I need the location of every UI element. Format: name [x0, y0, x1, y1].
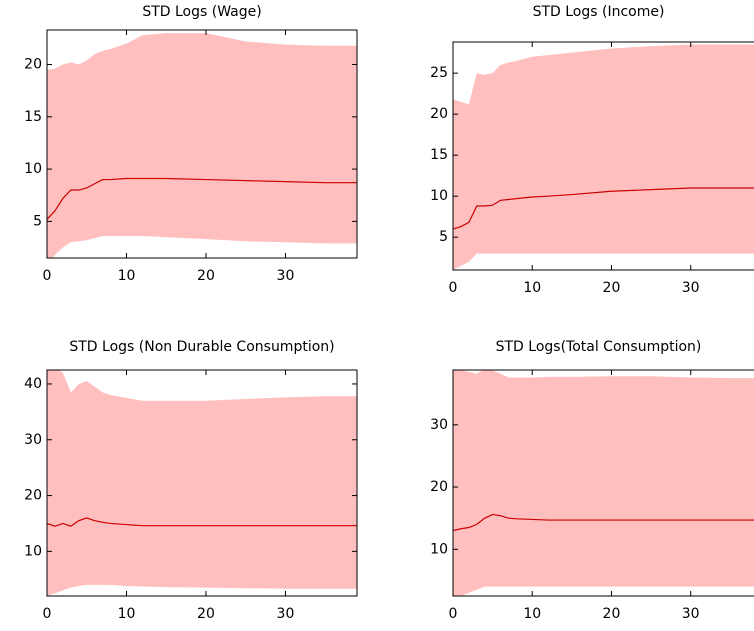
x-tick-label: 30	[682, 280, 700, 296]
confidence-band	[453, 370, 754, 596]
subplot: STD Logs (Wage) 5 10 15 20 0 10 20 30	[24, 4, 358, 284]
plot-area	[453, 44, 754, 270]
y-tick-label: 25	[430, 65, 448, 81]
x-tick-label: 10	[523, 606, 541, 622]
confidence-band	[453, 44, 754, 270]
x-tick-label: 20	[197, 606, 215, 622]
x-tick-label: 10	[118, 606, 136, 622]
y-tick-label: 30	[24, 432, 42, 448]
y-tick-label: 40	[24, 376, 42, 392]
x-tick-label: 10	[523, 280, 541, 296]
subplot: STD Logs (Income) 5 10 15 20 25 0 10 20 30	[430, 4, 754, 296]
x-tick-label: 0	[43, 268, 52, 284]
x-tick-label: 0	[449, 280, 458, 296]
median-line	[453, 513, 754, 532]
confidence-band	[47, 370, 357, 596]
x-tick-label: 0	[43, 606, 52, 622]
y-tick-label: 20	[430, 479, 448, 495]
y-tick-label: 20	[430, 106, 448, 122]
plot-area	[453, 370, 754, 596]
y-tick-label: 30	[430, 417, 448, 433]
y-tick-label: 15	[430, 147, 448, 163]
plot-area	[47, 370, 357, 596]
y-tick-label: 5	[33, 213, 42, 229]
x-tick-label: 30	[277, 606, 295, 622]
axes-frame	[46, 29, 358, 259]
plot-area	[47, 33, 357, 258]
y-tick-label: 20	[24, 57, 42, 73]
x-tick-label: 0	[449, 606, 458, 622]
axes-frame	[452, 369, 754, 597]
y-tick-label: 10	[430, 188, 448, 204]
axes-frame	[452, 41, 754, 271]
subplot-title: STD Logs (Income)	[533, 4, 665, 20]
y-tick-label: 10	[24, 161, 42, 177]
subplot: STD Logs (Non Durable Consumption) 10 20 30…	[24, 339, 358, 622]
median-line	[47, 177, 357, 220]
x-tick-label: 20	[603, 606, 621, 622]
x-tick-label: 10	[118, 268, 136, 284]
x-tick-label: 30	[277, 268, 295, 284]
y-tick-label: 5	[439, 229, 448, 245]
x-tick-label: 30	[682, 606, 700, 622]
subplot-title: STD Logs (Non Durable Consumption)	[69, 339, 334, 355]
x-tick-label: 20	[603, 280, 621, 296]
median-line	[453, 187, 754, 230]
y-tick-label: 20	[24, 488, 42, 504]
median-line	[47, 517, 357, 527]
x-tick-label: 20	[197, 268, 215, 284]
y-tick-label: 10	[430, 541, 448, 557]
y-tick-label: 15	[24, 109, 42, 125]
subplot: STD Logs(Total Consumption) 10 20 30 0 10 20 30	[430, 339, 754, 622]
subplot-title: STD Logs (Wage)	[142, 4, 261, 20]
confidence-band	[47, 33, 357, 258]
y-tick-label: 10	[24, 543, 42, 559]
subplot-title: STD Logs(Total Consumption)	[496, 339, 702, 355]
axes-frame	[46, 369, 358, 597]
